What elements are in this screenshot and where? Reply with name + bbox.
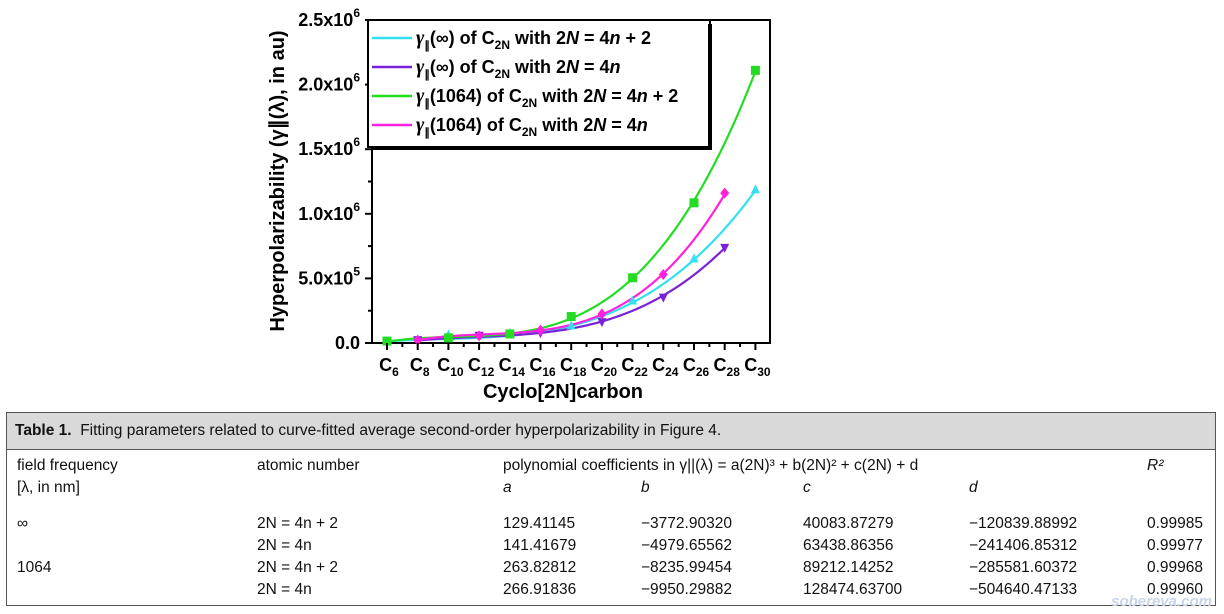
table-caption-label: Table 1. (15, 422, 72, 439)
cell-a: 129.41145 (503, 515, 576, 532)
data-point-square (750, 65, 760, 75)
data-point-triangle-down (720, 243, 730, 253)
cell-r2: 0.99985 (1147, 515, 1204, 532)
header-atomic-number: atomic number (257, 457, 360, 474)
header-field-frequency-unit: [λ, in nm] (17, 479, 80, 496)
x-tick-label: C22 (621, 355, 648, 379)
data-point-square (689, 198, 699, 208)
x-tick-label: C10 (437, 355, 464, 379)
cell-atomic: 2N = 4n (257, 581, 312, 598)
cell-b: −9950.29882 (641, 581, 732, 598)
data-point-triangle-up (566, 320, 576, 330)
header-field-frequency: field frequency (17, 457, 118, 474)
x-tick-label: C26 (683, 355, 710, 379)
legend: γ∥(∞) of C2N with 2N = 4n + 2 γ∥(∞) of C2… (367, 19, 712, 150)
y-tick-label: 5.0x105 (298, 264, 360, 288)
x-tick-label: C20 (591, 355, 618, 379)
data-markers (382, 65, 760, 346)
cell-d: −241406.85312 (969, 537, 1078, 554)
data-point-triangle-up (689, 253, 699, 263)
legend-entry: γ∥(∞) of C2N with 2N = 4n (416, 56, 621, 81)
header-a: a (503, 479, 512, 496)
cell-r2: 0.99977 (1147, 537, 1204, 554)
data-point-triangle-down (658, 293, 668, 303)
data-point-square (443, 333, 453, 343)
x-tick-label: C24 (652, 355, 679, 379)
x-tick-label: C6 (379, 355, 399, 379)
cell-a: 141.41679 (503, 537, 577, 554)
watermark: sobereva.com (1111, 593, 1212, 610)
y-tick-label: 1.0x106 (298, 200, 360, 224)
legend-entry: γ∥(1064) of C2N with 2N = 4n (416, 114, 648, 139)
data-point-square (628, 273, 638, 283)
data-point-triangle-up (750, 184, 760, 194)
cell-atomic: 2N = 4n (257, 537, 312, 554)
cell-freq: 1064 (17, 559, 52, 576)
x-axis-label: Cyclo[2N]carbon (483, 381, 643, 403)
header-b: b (641, 479, 650, 496)
data-point-diamond (413, 334, 423, 346)
cell-atomic: 2N = 4n + 2 (257, 515, 339, 532)
y-tick-label: 2.5x106 (298, 6, 360, 30)
cell-d: −504640.47133 (969, 581, 1078, 598)
cell-b: −3772.90320 (641, 515, 732, 532)
y-tick-label: 1.5x106 (298, 135, 360, 159)
legend-entry: γ∥(1064) of C2N with 2N = 4n + 2 (416, 85, 678, 110)
y-axis-label: Hyperpolarizability (γ∥(λ), in au) (267, 30, 289, 331)
cell-b: −8235.99454 (641, 559, 732, 576)
cell-c: 128474.63700 (803, 581, 903, 598)
header-r-squared: R² (1147, 457, 1164, 474)
y-axis: 0.0 5.0x105 1.0x106 1.5x106 2.0x106 2.5x106 Hy… (267, 6, 372, 353)
data-point-diamond (536, 324, 545, 336)
cell-freq: ∞ (17, 515, 29, 532)
cell-r2: 0.99960 (1147, 581, 1204, 598)
cell-a: 263.82812 (503, 559, 577, 576)
cell-d: −285581.60372 (969, 559, 1078, 576)
x-tick-label: C16 (529, 355, 556, 379)
data-point-diamond (474, 330, 484, 342)
data-point-diamond (658, 269, 668, 281)
x-axis: C6 C8 C10 C12 C14 C16 C18 C20 C22 C24 C26 C28 C30 Cyc… (379, 343, 771, 403)
data-point-triangle-up (628, 295, 638, 305)
cell-b: −4979.65562 (641, 537, 732, 554)
y-tick-label: 2.0x106 (298, 71, 360, 95)
hyperpolarizability-chart: 0.0 5.0x105 1.0x106 1.5x106 2.0x106 2.5x106 Hy… (267, 6, 771, 403)
x-tick-label: C18 (560, 355, 587, 379)
table-caption: Table 1. Fitting parameters related to c… (7, 413, 1215, 450)
cell-c: 40083.87279 (803, 515, 894, 532)
data-point-diamond (720, 187, 730, 199)
x-tick-label: C12 (468, 355, 495, 379)
cell-atomic: 2N = 4n + 2 (257, 559, 339, 576)
cell-c: 89212.14252 (803, 559, 894, 576)
cell-c: 63438.86356 (803, 537, 894, 554)
data-point-square (382, 336, 392, 346)
header-polynomial-coefficients: polynomial coefficients in γ||(λ) = a(2N… (503, 457, 919, 474)
fitting-parameters-table: Table 1. Fitting parameters related to c… (6, 412, 1216, 606)
cell-d: −120839.88992 (969, 515, 1078, 532)
x-tick-label: C30 (744, 355, 771, 379)
data-point-diamond (597, 308, 607, 320)
data-point-triangle-down (597, 318, 607, 328)
x-tick-label: C28 (714, 355, 741, 379)
x-tick-label: C8 (410, 355, 430, 379)
table-caption-text: Fitting parameters related to curve-fitt… (80, 422, 722, 439)
header-d: d (969, 479, 978, 496)
data-point-square (566, 312, 576, 322)
data-point-square (505, 329, 515, 339)
legend-entry: γ∥(∞) of C2N with 2N = 4n + 2 (416, 27, 651, 52)
cell-a: 266.91836 (503, 581, 577, 598)
x-tick-label: C14 (499, 355, 526, 379)
cell-r2: 0.99968 (1147, 559, 1204, 576)
y-tick-label: 0.0 (335, 333, 360, 353)
header-c: c (803, 479, 811, 496)
